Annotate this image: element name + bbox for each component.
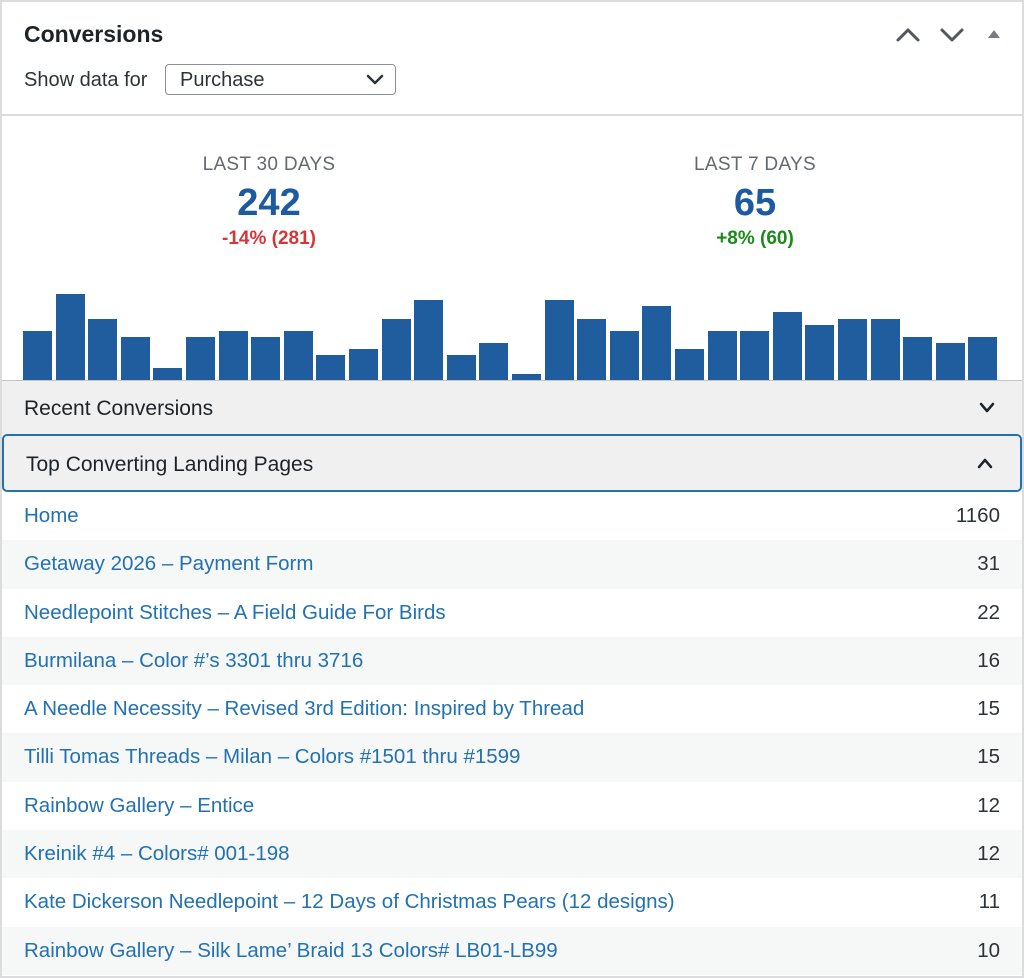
conversion-count: 11: [978, 890, 1000, 914]
chart-bar: [446, 355, 476, 380]
landing-page-link[interactable]: Needlepoint Stitches – A Field Guide For…: [24, 600, 446, 624]
section-title: Recent Conversions: [24, 397, 214, 420]
stat-last-7-days: LAST 7 DAYS 65 +8% (60): [605, 154, 905, 250]
chart-bar: [870, 318, 900, 380]
stat-change: -14% (281): [222, 228, 316, 249]
select-value: Purchase: [180, 69, 265, 91]
stats-panel: LAST 30 DAYS 242 -14% (281) LAST 7 DAYS …: [2, 116, 1022, 380]
conversion-count: 16: [977, 648, 1000, 672]
chart-bar: [968, 337, 998, 380]
triangle-up-icon: [988, 30, 1000, 38]
stat-value: 242: [237, 182, 301, 224]
landing-page-link[interactable]: Tilli Tomas Threads – Milan – Colors #15…: [24, 745, 521, 769]
chart-bar: [218, 330, 248, 380]
stat-label: LAST 30 DAYS: [202, 154, 336, 175]
chart-bar: [283, 330, 313, 380]
chart-bar: [153, 367, 183, 380]
landing-page-link[interactable]: Burmilana – Color #’s 3301 thru 3716: [24, 648, 364, 672]
chart-bar: [935, 343, 965, 380]
chevron-up-icon: [977, 458, 993, 469]
chart-bar: [838, 318, 868, 380]
chart-bar: [675, 349, 705, 380]
list-item: Rainbow Gallery – Silk Lame’ Braid 13 Co…: [2, 926, 1022, 975]
landing-page-link[interactable]: Kate Dickerson Needlepoint – 12 Days of …: [24, 890, 675, 914]
list-item: Needlepoint Stitches – A Field Guide For…: [2, 589, 1022, 637]
chart-bar: [316, 355, 346, 380]
chart-bar: [120, 337, 150, 380]
conversion-count: 12: [977, 842, 1000, 866]
widget-header: Conversions Show data for Purchase: [2, 2, 1022, 116]
conversion-count: 22: [977, 600, 1000, 624]
stat-label: LAST 7 DAYS: [694, 154, 816, 175]
chart-bar: [479, 343, 509, 380]
recent-conversions-toggle[interactable]: Recent Conversions: [2, 380, 1022, 434]
landing-pages-list: Home 1160 Getaway 2026 – Payment Form 31 Nee…: [2, 492, 1022, 975]
list-item: Home 1160: [2, 492, 1022, 540]
chevron-down-icon: [366, 74, 384, 85]
conversion-count: 15: [977, 745, 1000, 769]
chart-bar: [642, 306, 672, 380]
move-up-button[interactable]: [895, 24, 921, 46]
landing-page-link[interactable]: Home: [24, 504, 79, 527]
chart-bar: [23, 330, 53, 380]
data-type-select[interactable]: Purchase: [165, 64, 396, 95]
move-down-button[interactable]: [939, 24, 965, 46]
list-item: Kate Dickerson Needlepoint – 12 Days of …: [2, 878, 1022, 926]
conversion-count: 12: [977, 793, 1000, 817]
landing-page-link[interactable]: Kreinik #4 – Colors# 001-198: [24, 842, 290, 866]
list-item: A Needle Necessity – Revised 3rd Edition…: [2, 685, 1022, 733]
list-item: Burmilana – Color #’s 3301 thru 3716 16: [2, 636, 1022, 686]
show-data-label: Show data for: [24, 69, 148, 91]
daily-conversions-chart: [23, 280, 1001, 380]
widget-title: Conversions: [24, 21, 164, 47]
landing-page-link[interactable]: Rainbow Gallery – Silk Lame’ Braid 13 Co…: [24, 938, 558, 962]
list-item: Tilli Tomas Threads – Milan – Colors #15…: [2, 733, 1022, 782]
chart-bar: [740, 330, 770, 380]
list-item: Getaway 2026 – Payment Form 31: [2, 540, 1022, 589]
chart-bar: [609, 330, 639, 380]
chart-bar: [544, 300, 574, 380]
list-item: Kreinik #4 – Colors# 001-198 12: [2, 830, 1022, 879]
landing-page-link[interactable]: Rainbow Gallery – Entice: [24, 793, 255, 817]
list-item: Rainbow Gallery – Entice 12: [2, 782, 1022, 830]
chevron-down-icon: [940, 28, 964, 42]
chart-bar: [772, 312, 802, 380]
chevron-down-icon: [979, 402, 995, 413]
collapse-widget-button[interactable]: [986, 24, 1012, 46]
chart-bar: [414, 300, 444, 380]
chart-bar: [88, 318, 118, 380]
top-landing-pages-toggle[interactable]: Top Converting Landing Pages: [2, 434, 1022, 492]
chart-bar: [251, 337, 281, 380]
chart-bar: [707, 330, 737, 380]
stat-value: 65: [733, 182, 777, 224]
stat-last-30-days: LAST 30 DAYS 242 -14% (281): [119, 154, 419, 250]
chart-bar: [381, 318, 411, 380]
chart-bar: [55, 294, 85, 380]
section-title: Top Converting Landing Pages: [26, 453, 314, 476]
chart-bar: [903, 337, 933, 380]
conversion-count: 10: [977, 938, 1000, 962]
chart-bar: [186, 337, 216, 380]
conversion-count: 15: [977, 697, 1000, 721]
chart-bar: [512, 373, 542, 380]
landing-page-link[interactable]: A Needle Necessity – Revised 3rd Edition…: [24, 697, 585, 721]
landing-page-link[interactable]: Getaway 2026 – Payment Form: [24, 552, 314, 576]
conversion-count: 1160: [955, 504, 1000, 527]
conversion-count: 31: [977, 552, 1000, 576]
chart-bar: [805, 324, 835, 380]
chevron-up-icon: [896, 28, 920, 42]
chart-bar: [577, 318, 607, 380]
stat-change: +8% (60): [716, 228, 794, 249]
chart-bar: [349, 349, 379, 380]
